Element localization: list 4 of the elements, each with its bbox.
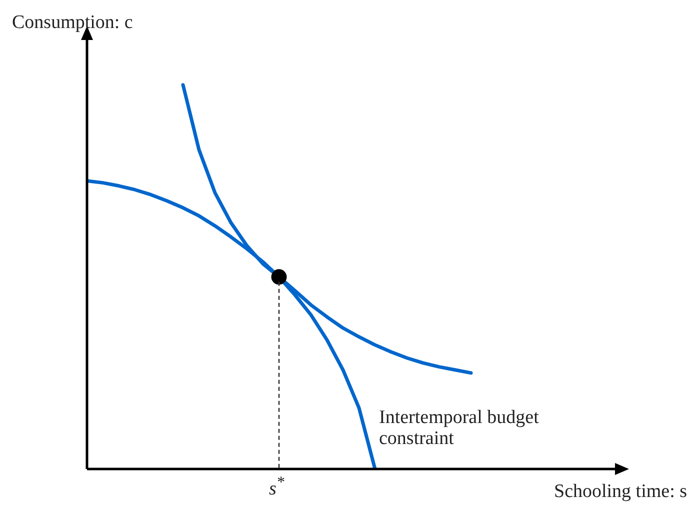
x-axis-title: Schooling time: s <box>554 481 687 502</box>
text: s$^{*}$ <box>269 473 284 500</box>
annotation: Intertemporal budget constraint <box>379 407 540 449</box>
y-axis-title: Consumption: c <box>12 12 133 33</box>
